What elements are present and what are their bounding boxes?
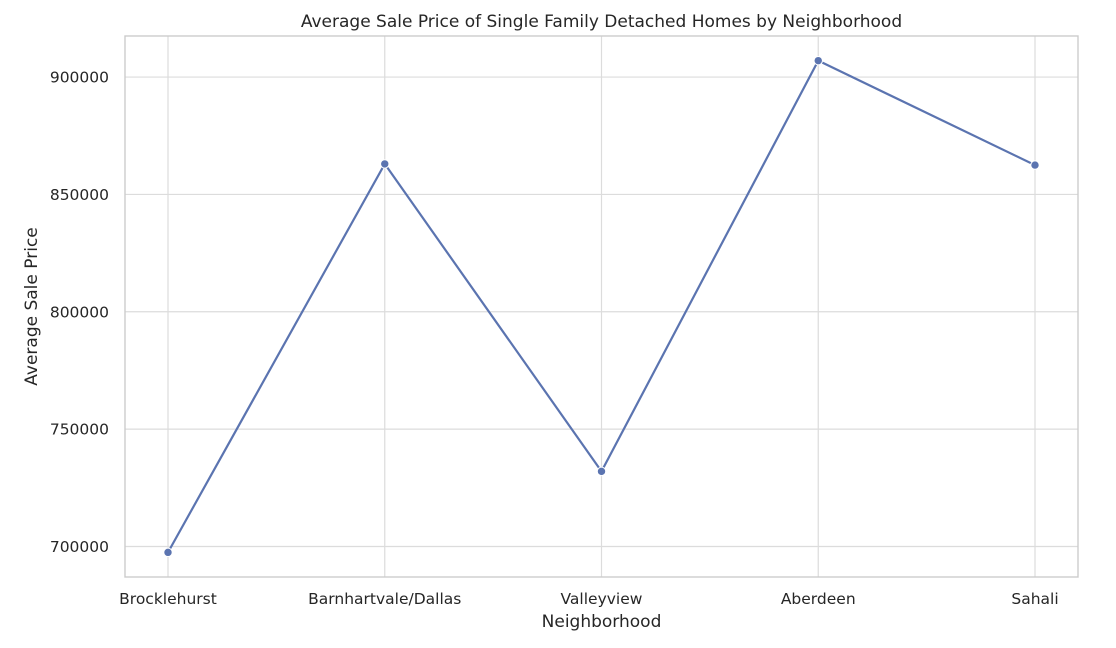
chart-title: Average Sale Price of Single Family Deta… (301, 12, 902, 32)
x-tick-label: Valleyview (561, 590, 643, 608)
y-axis-label: Average Sale Price (22, 227, 42, 385)
x-tick-label: Aberdeen (781, 590, 856, 608)
data-point-marker (813, 55, 823, 66)
y-tick-label: 850000 (50, 186, 109, 204)
tick-labels: 700000 750000 800000 850000 900000 Brocklehur… (50, 69, 1059, 608)
data-point-marker (1030, 160, 1040, 170)
y-tick-label: 750000 (50, 421, 109, 439)
data-point-marker (596, 466, 607, 477)
grid-layer (125, 36, 1078, 577)
x-tick-label: Sahali (1011, 590, 1058, 608)
series-layer (163, 55, 1040, 558)
plot-area-frame (124, 35, 1079, 578)
x-tick-label: Barnhartvale/Dallas (308, 590, 461, 608)
data-point-marker (380, 159, 390, 169)
y-tick-label: 900000 (50, 69, 109, 87)
x-tick-label: Brocklehurst (119, 590, 217, 608)
x-axis-label: Neighborhood (542, 612, 662, 632)
y-tick-label: 800000 (50, 303, 109, 321)
data-point-marker (163, 547, 173, 558)
y-tick-label: 700000 (50, 538, 109, 556)
